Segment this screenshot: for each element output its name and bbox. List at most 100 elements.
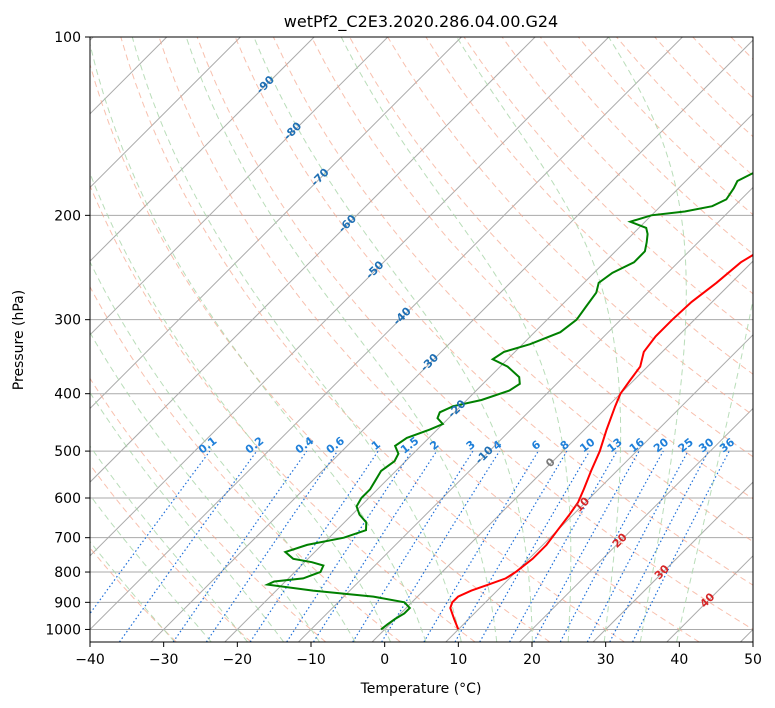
x-tick-label: 40 — [670, 652, 688, 668]
moist-adiabat-line — [90, 331, 320, 642]
mixing-ratio-label: 0.6 — [324, 434, 348, 456]
moist-adiabat-line — [90, 171, 391, 642]
isotherm-label: -80 — [281, 119, 304, 142]
dewpoint-profile-line — [263, 172, 753, 631]
moist-adiabat-line — [608, 37, 687, 642]
dry-adiabat-line — [311, 37, 753, 500]
dry-adiabat-line — [692, 37, 753, 99]
isotherm-line — [150, 39, 753, 642]
isotherm-line — [740, 628, 753, 642]
isotherm-line — [224, 113, 753, 642]
mixing-ratio-line — [119, 450, 258, 642]
y-tick-label: 800 — [54, 565, 81, 581]
y-tick-label: 400 — [54, 387, 81, 403]
line-labels: 0.1 0.2 0.4 0.6 1 1.5 2 3 4 6 8 10 13 16 20 25 30 36-90-8… — [196, 73, 737, 610]
mixing-ratio-label: 6 — [529, 438, 543, 453]
mixing-ratio-label: 0.4 — [293, 434, 317, 456]
isotherm-label: 30 — [652, 562, 672, 582]
x-axis-label: Temperature (°C) — [360, 681, 482, 697]
y-tick-label: 200 — [54, 208, 81, 224]
axis-ticks: −40 −30 −20 −10 0 10 20 30 40 5010009008007006005… — [45, 30, 762, 668]
mixing-ratio-line — [172, 450, 308, 642]
mixing-ratio-label: 3 — [464, 438, 478, 453]
isotherm-line — [371, 260, 753, 642]
y-tick-label: 500 — [54, 444, 81, 460]
mixing-ratio-line — [423, 450, 539, 642]
temperature-profile-line — [449, 253, 753, 630]
mixing-ratio-label: 8 — [558, 438, 572, 453]
isotherm-line — [90, 37, 536, 483]
isotherm-label: 0 — [543, 455, 558, 470]
dry-adiabat-line — [90, 184, 476, 642]
moist-adiabat-line — [185, 37, 498, 642]
x-tick-label: −20 — [223, 652, 253, 668]
moist-adiabat-line — [90, 391, 285, 642]
isotherm-line — [592, 481, 753, 642]
moist-adiabat-line — [253, 37, 533, 642]
isotherm-label: -90 — [254, 73, 277, 96]
x-tick-label: 30 — [597, 652, 615, 668]
isotherm-line — [90, 37, 241, 189]
isotherm-line — [90, 37, 315, 262]
dry-adiabat-line — [90, 62, 551, 642]
mixing-ratio-line — [90, 450, 211, 615]
mixing-ratio-label: 20 — [651, 435, 671, 455]
dry-adiabat-line — [90, 463, 252, 642]
x-tick-label: 50 — [744, 652, 762, 668]
isotherm-line — [90, 37, 683, 631]
mixing-ratio-label: 16 — [627, 435, 647, 455]
isotherm-label: -50 — [363, 258, 386, 281]
dry-adiabat-line — [654, 37, 753, 138]
mixing-ratio-label: 0.1 — [196, 434, 219, 456]
mixing-ratio-label: 1 — [369, 438, 383, 453]
moist-adiabat-line — [131, 37, 462, 642]
y-tick-label: 600 — [54, 491, 81, 507]
dry-adiabat-line — [463, 37, 753, 335]
mixing-ratio-line — [381, 450, 501, 642]
y-tick-label: 900 — [54, 595, 81, 611]
mixing-ratio-line — [312, 450, 438, 642]
isotherm-line — [90, 37, 610, 557]
isotherm-label: -30 — [418, 351, 441, 374]
dry-adiabat-line — [501, 37, 753, 295]
mixing-ratio-label: 0.2 — [243, 434, 266, 456]
dry-adiabat-line — [234, 37, 753, 586]
plot-frame — [89, 36, 754, 643]
moist-adiabat-line — [90, 445, 248, 642]
y-tick-label: 1000 — [45, 622, 81, 638]
y-tick-label: 300 — [54, 313, 81, 329]
dry-adiabat-line — [90, 285, 401, 642]
mixing-ratio-line — [533, 450, 640, 642]
x-tick-label: −10 — [296, 652, 326, 668]
chart-title: wetPf2_C2E3.2020.286.04.00.G24 — [284, 12, 558, 32]
mixing-ratio-label: 10 — [577, 435, 597, 455]
mixing-ratio-line — [352, 450, 474, 642]
moist-adiabat-line — [90, 494, 212, 642]
x-tick-label: 20 — [523, 652, 541, 668]
profile-lines — [263, 172, 753, 631]
isotherm-line — [445, 334, 753, 642]
mixing-ratio-line — [286, 450, 413, 642]
mixing-ratio-line — [559, 450, 664, 642]
moist-adiabat-line — [456, 37, 622, 642]
moist-adiabat-line — [90, 41, 427, 642]
x-tick-label: −30 — [149, 652, 179, 668]
isotherm-line — [90, 37, 462, 410]
dry-adiabat-line — [158, 37, 700, 642]
y-axis-label: Pressure (hPa) — [11, 290, 27, 390]
isotherm-line — [519, 407, 753, 642]
moist-adiabat-line — [90, 260, 356, 642]
mixing-ratio-label: 2 — [428, 438, 442, 453]
dry-adiabat-line — [349, 37, 753, 458]
isotherm-label: 10 — [572, 494, 592, 514]
mixing-ratio-line — [632, 450, 730, 642]
isotherm-line — [666, 555, 753, 642]
isotherm-label: 40 — [697, 590, 717, 610]
isotherm-label: -70 — [308, 166, 331, 189]
dry-adiabat-line — [120, 37, 625, 642]
isotherm-line — [90, 37, 389, 336]
dry-adiabat-line — [539, 37, 753, 255]
dry-adiabat-line — [387, 37, 753, 416]
moist-adiabat-line — [676, 297, 753, 642]
